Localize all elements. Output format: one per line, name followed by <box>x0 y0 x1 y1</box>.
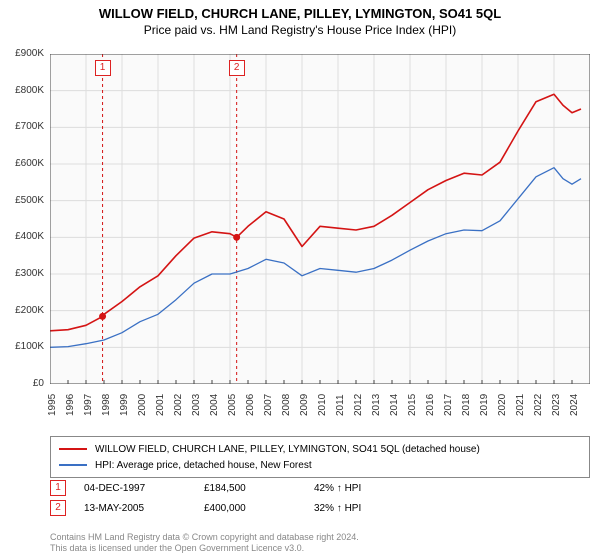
x-tick-label: 2010 <box>317 394 328 416</box>
x-axis-labels: 1995 1996 1997 1998 1999 2000 2001 2002 2003 2004… <box>50 386 590 426</box>
event-marker-icon: 2 <box>50 500 66 516</box>
credit-text: Contains HM Land Registry data © Crown c… <box>50 532 590 554</box>
y-tick-label: £200K <box>0 305 44 316</box>
legend-label: WILLOW FIELD, CHURCH LANE, PILLEY, LYMIN… <box>95 444 480 455</box>
legend-swatch <box>59 448 87 450</box>
y-tick-label: £100K <box>0 341 44 352</box>
event-marker-icon: 1 <box>95 60 111 76</box>
x-tick-label: 2024 <box>569 394 580 416</box>
x-tick-label: 1996 <box>65 394 76 416</box>
x-tick-label: 2016 <box>425 394 436 416</box>
x-tick-label: 2012 <box>353 394 364 416</box>
x-tick-label: 2003 <box>191 394 202 416</box>
event-delta: 32% ↑ HPI <box>314 503 454 514</box>
y-tick-label: £300K <box>0 268 44 279</box>
x-tick-label: 2002 <box>173 394 184 416</box>
x-tick-label: 2008 <box>281 394 292 416</box>
event-marker-icon: 2 <box>229 60 245 76</box>
event-date: 04-DEC-1997 <box>84 483 204 494</box>
legend-swatch <box>59 464 87 466</box>
event-row: 1 04-DEC-1997 £184,500 42% ↑ HPI <box>50 478 590 498</box>
x-tick-label: 2004 <box>209 394 220 416</box>
event-row: 2 13-MAY-2005 £400,000 32% ↑ HPI <box>50 498 590 518</box>
x-tick-label: 2015 <box>407 394 418 416</box>
chart-title: WILLOW FIELD, CHURCH LANE, PILLEY, LYMIN… <box>0 0 600 21</box>
x-tick-label: 2018 <box>461 394 472 416</box>
x-tick-label: 2022 <box>533 394 544 416</box>
y-tick-label: £600K <box>0 158 44 169</box>
x-tick-label: 2014 <box>389 394 400 416</box>
x-tick-label: 2021 <box>515 394 526 416</box>
x-tick-label: 2009 <box>299 394 310 416</box>
event-price: £400,000 <box>204 503 314 514</box>
x-tick-label: 2011 <box>335 394 346 416</box>
event-price: £184,500 <box>204 483 314 494</box>
x-tick-label: 1995 <box>47 394 58 416</box>
event-date: 13-MAY-2005 <box>84 503 204 514</box>
x-tick-label: 2023 <box>551 394 562 416</box>
x-tick-label: 2006 <box>245 394 256 416</box>
x-tick-label: 1998 <box>101 394 112 416</box>
y-tick-label: £800K <box>0 85 44 96</box>
legend-label: HPI: Average price, detached house, New … <box>95 460 312 471</box>
x-tick-label: 2017 <box>443 394 454 416</box>
x-tick-label: 1997 <box>83 394 94 416</box>
x-tick-label: 2020 <box>497 394 508 416</box>
x-tick-label: 2000 <box>137 394 148 416</box>
y-tick-label: £0 <box>0 378 44 389</box>
chart-svg <box>50 54 590 384</box>
event-marker-icon: 1 <box>50 480 66 496</box>
x-tick-label: 2001 <box>155 394 166 416</box>
x-tick-label: 2019 <box>479 394 490 416</box>
x-tick-label: 2013 <box>371 394 382 416</box>
events-table: 1 04-DEC-1997 £184,500 42% ↑ HPI 2 13-MA… <box>50 478 590 518</box>
y-tick-label: £900K <box>0 48 44 59</box>
legend: WILLOW FIELD, CHURCH LANE, PILLEY, LYMIN… <box>50 436 590 478</box>
y-tick-label: £700K <box>0 121 44 132</box>
y-tick-label: £400K <box>0 231 44 242</box>
legend-row: WILLOW FIELD, CHURCH LANE, PILLEY, LYMIN… <box>59 441 581 457</box>
x-tick-label: 2007 <box>263 394 274 416</box>
chart-plot-area: 12 <box>50 54 590 384</box>
chart-subtitle: Price paid vs. HM Land Registry's House … <box>0 21 600 41</box>
legend-row: HPI: Average price, detached house, New … <box>59 457 581 473</box>
x-tick-label: 1999 <box>119 394 130 416</box>
event-delta: 42% ↑ HPI <box>314 483 454 494</box>
y-tick-label: £500K <box>0 195 44 206</box>
x-tick-label: 2005 <box>227 394 238 416</box>
